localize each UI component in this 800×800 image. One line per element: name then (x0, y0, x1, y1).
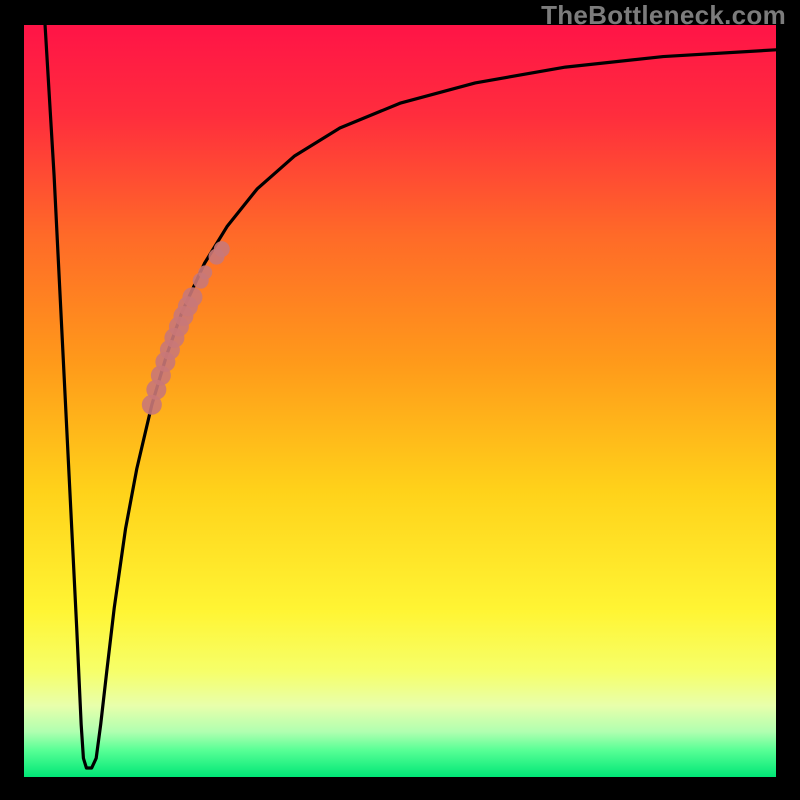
chart-stage: TheBottleneck.com (0, 0, 800, 800)
highlight-marker (214, 241, 230, 257)
chart-background-gradient (24, 25, 776, 777)
highlight-marker (182, 287, 202, 307)
highlight-marker (198, 265, 212, 279)
bottleneck-chart (0, 0, 800, 800)
